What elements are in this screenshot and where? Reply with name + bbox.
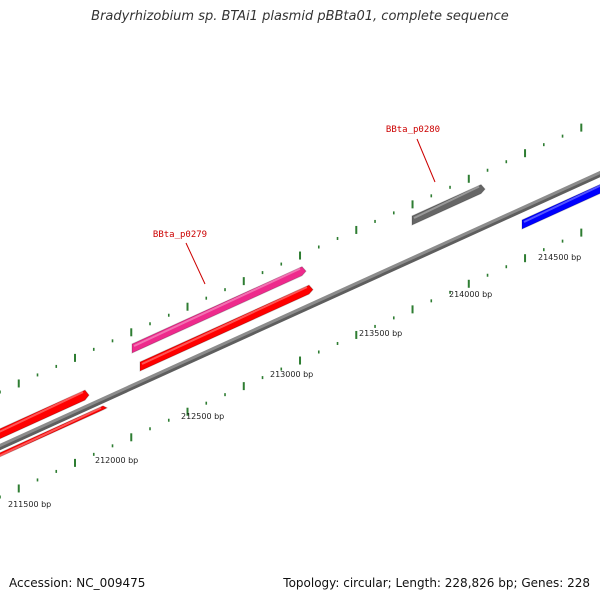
gene-callout-line <box>185 242 206 285</box>
gene-feature-bar[interactable] <box>0 389 90 441</box>
gene-feature-highlight <box>133 267 301 347</box>
gene-feature-bar[interactable] <box>521 179 600 230</box>
gene-label[interactable]: BBta_p0279 <box>153 230 207 240</box>
gene-feature-bar[interactable] <box>411 184 486 226</box>
gene-feature-bar[interactable] <box>0 405 109 459</box>
backbone-line <box>0 170 600 448</box>
gene-callout-line <box>416 138 436 183</box>
position-label: 212500 bp <box>181 412 224 421</box>
position-label: 213000 bp <box>270 370 313 379</box>
sequence-backbone <box>0 170 600 451</box>
gene-feature-highlight <box>413 185 480 219</box>
gene-feature-bar[interactable] <box>131 266 307 354</box>
position-label: 214500 bp <box>538 253 581 262</box>
map-labels: 211500 bp 212000 bp 212500 bp 213000 bp 2135… <box>8 125 581 509</box>
position-label: 213500 bp <box>359 329 402 338</box>
position-label: 214000 bp <box>449 290 492 299</box>
position-label: 212000 bp <box>95 456 138 465</box>
gene-feature-highlight <box>0 391 84 433</box>
backbone-shadow <box>0 171 600 451</box>
map-title: Bradyrhizobium sp. BTAi1 plasmid pBBta01… <box>91 9 509 24</box>
gene-feature-highlight <box>141 286 308 365</box>
gene-feature-bar[interactable] <box>139 284 314 372</box>
topology-summary: Topology: circular; Length: 228,826 bp; … <box>283 576 590 590</box>
gene-feature-highlight <box>0 406 102 457</box>
tick-marks <box>0 123 583 499</box>
gene-label[interactable]: BBta_p0280 <box>386 125 440 135</box>
accession-label: Accession: NC_009475 <box>9 576 146 590</box>
gene-feature-highlight <box>523 184 600 223</box>
position-label: 211500 bp <box>8 500 51 509</box>
gene-features <box>0 179 600 459</box>
